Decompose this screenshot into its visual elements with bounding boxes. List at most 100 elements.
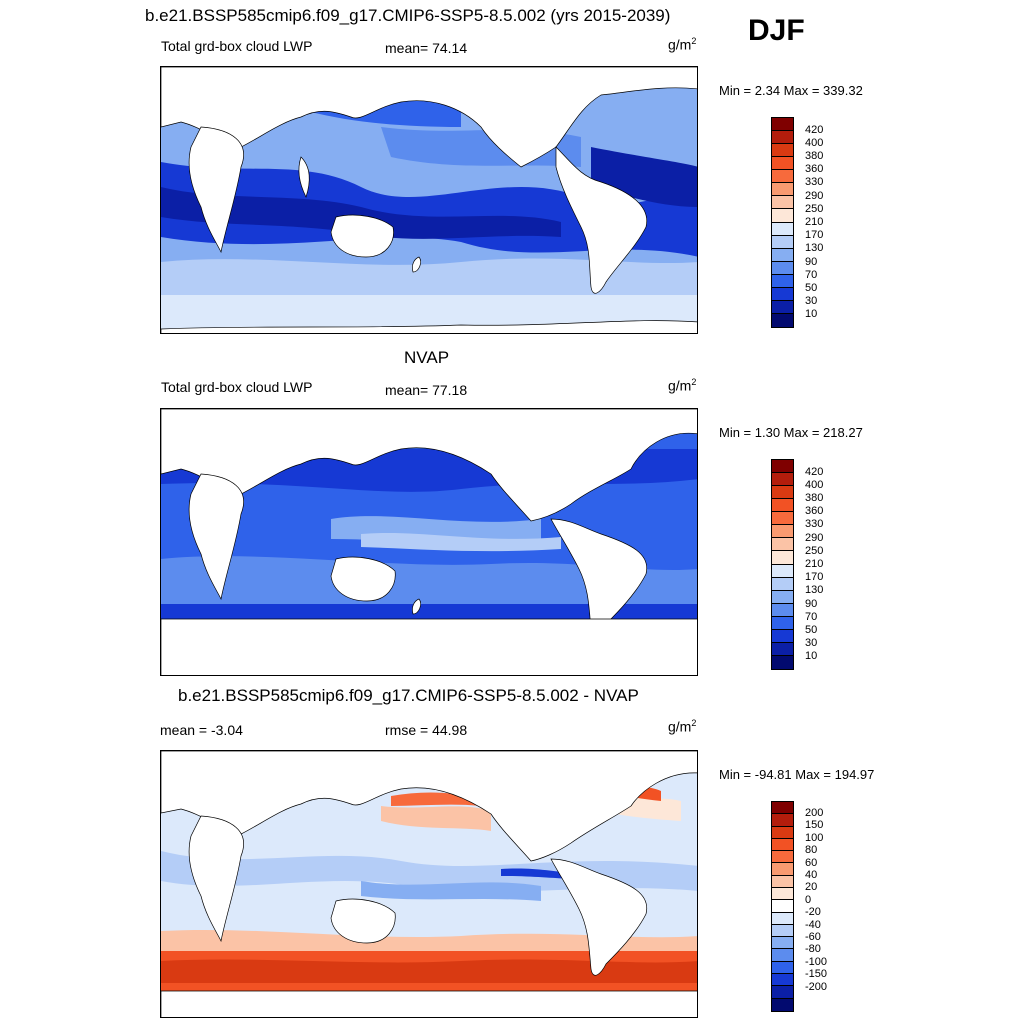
colorbar-tick-label: -150	[805, 968, 828, 981]
colorbar-swatch	[772, 118, 793, 132]
colorbar-swatch	[772, 590, 793, 604]
colorbar-tick-label: 170	[805, 229, 824, 242]
colorbar-swatch	[772, 912, 793, 925]
colorbar-tick-label: 10	[805, 650, 818, 663]
colorbar-tick-label: 90	[805, 597, 818, 610]
colorbar-swatch	[772, 300, 793, 314]
colorbar-tick-label: 200	[805, 806, 824, 819]
colorbar-tick-label: 20	[805, 881, 818, 894]
colorbar-tick-label: 130	[805, 584, 824, 597]
colorbar-swatch	[772, 986, 793, 999]
colorbar-tick-label: 0	[805, 893, 812, 906]
panel-1-title: b.e21.BSSP585cmip6.f09_g17.CMIP6-SSP5-8.…	[145, 6, 671, 25]
colorbar-swatch	[772, 642, 793, 656]
season-label: DJF	[748, 14, 805, 47]
colorbar-swatch	[772, 900, 793, 913]
colorbar-tick-label: -200	[805, 980, 828, 993]
colorbar-tick-label: 380	[805, 150, 824, 163]
colorbar-tick-label: 100	[805, 831, 824, 844]
colorbar-swatch	[772, 248, 793, 262]
colorbar-tick-label: 10	[805, 308, 818, 321]
colorbar-tick-label: 250	[805, 202, 824, 215]
panel-2-variable-label: Total grd-box cloud LWP	[161, 379, 313, 395]
colorbar-tick-label: 420	[805, 123, 824, 136]
colorbar-tick-label: 130	[805, 242, 824, 255]
colorbar-swatch	[772, 973, 793, 987]
colorbar-tick-label: 330	[805, 518, 824, 531]
colorbar-swatch	[772, 949, 793, 962]
panel-3-rmse-label: rmse = 44.98	[385, 722, 468, 738]
panel-2-mean-label: mean= 77.18	[385, 382, 468, 398]
colorbar-swatch	[772, 473, 793, 487]
panel-1-units: g/m2	[668, 36, 697, 53]
colorbar-tick-label: 170	[805, 571, 824, 584]
colorbar-tick-label: 210	[805, 558, 824, 570]
panel-2-title: NVAP	[404, 348, 450, 367]
colorbar-swatch	[772, 157, 793, 171]
colorbar-swatch	[772, 577, 793, 591]
colorbar-tick-label: -100	[805, 955, 828, 968]
colorbar-tick-label: 330	[805, 176, 824, 189]
colorbar-tick-label: 400	[805, 478, 824, 491]
colorbar-swatch	[772, 802, 793, 815]
colorbar-swatch	[772, 655, 793, 669]
panel-2-range: Min = 1.30 Max = 218.27	[719, 425, 863, 440]
colorbar-tick-label: -20	[805, 906, 821, 919]
colorbar-tick-label: 290	[805, 189, 824, 202]
panel-3-map	[160, 750, 698, 1018]
colorbar-swatch	[772, 183, 793, 197]
colorbar-swatch	[772, 616, 793, 630]
colorbar-swatch	[772, 961, 793, 974]
colorbar-tick-label: 360	[805, 163, 824, 176]
colorbar-tick-label: 380	[805, 492, 824, 505]
colorbar-swatch	[772, 863, 793, 876]
colorbar-swatch	[772, 261, 793, 275]
colorbar-tick-label: -60	[805, 931, 821, 944]
colorbar-tick-label: 290	[805, 531, 824, 544]
colorbar-swatch	[772, 170, 793, 184]
colorbar-swatch	[772, 209, 793, 223]
panel-2-units: g/m2	[668, 377, 697, 394]
colorbar-tick-label: 70	[805, 268, 818, 281]
colorbar-tick-label: 360	[805, 505, 824, 518]
colorbar-swatch	[772, 525, 793, 539]
colorbar-swatch	[772, 551, 793, 565]
colorbar-swatch	[772, 937, 793, 950]
panel-3-units: g/m2	[668, 718, 697, 735]
colorbar-swatch	[772, 144, 793, 158]
colorbar-swatch	[772, 851, 793, 864]
panel-3-range: Min = -94.81 Max = 194.97	[719, 767, 875, 782]
colorbar-swatch	[772, 196, 793, 210]
colorbar-swatch	[772, 887, 793, 901]
colorbar-swatch	[772, 838, 793, 852]
colorbar-tick-label: -80	[805, 943, 821, 956]
colorbar-tick-label: 40	[805, 868, 818, 881]
colorbar-tick-label: 70	[805, 610, 818, 623]
colorbar-swatch	[772, 287, 793, 301]
colorbar-tick-label: -40	[805, 918, 821, 931]
colorbar-tick-label: 400	[805, 136, 824, 149]
panel-3-title: b.e21.BSSP585cmip6.f09_g17.CMIP6-SSP5-8.…	[178, 686, 639, 705]
colorbar-tick-label: 420	[805, 465, 824, 478]
panel-1-mean-label: mean= 74.14	[385, 40, 468, 56]
colorbar-swatch	[772, 814, 793, 827]
colorbar-swatch	[772, 629, 793, 643]
colorbar-swatch	[772, 460, 793, 474]
colorbar-swatch	[772, 603, 793, 617]
colorbar-tick-label: 150	[805, 819, 824, 832]
colorbar-tick-label: 30	[805, 637, 818, 650]
colorbar-tick-label: 80	[805, 844, 818, 857]
panel-3-colorbar	[771, 801, 794, 1012]
panel-1-range: Min = 2.34 Max = 339.32	[719, 83, 863, 98]
colorbar-tick-label: 50	[805, 281, 818, 294]
colorbar-tick-label: 90	[805, 255, 818, 268]
colorbar-swatch	[772, 486, 793, 500]
panel-1-variable-label: Total grd-box cloud LWP	[161, 38, 313, 54]
colorbar-swatch	[772, 998, 793, 1011]
colorbar-swatch	[772, 512, 793, 526]
panel-1-map	[160, 66, 698, 334]
colorbar-tick-label: 30	[805, 295, 818, 308]
colorbar-tick-label: 250	[805, 544, 824, 557]
colorbar-swatch	[772, 875, 793, 888]
colorbar-swatch	[772, 499, 793, 513]
